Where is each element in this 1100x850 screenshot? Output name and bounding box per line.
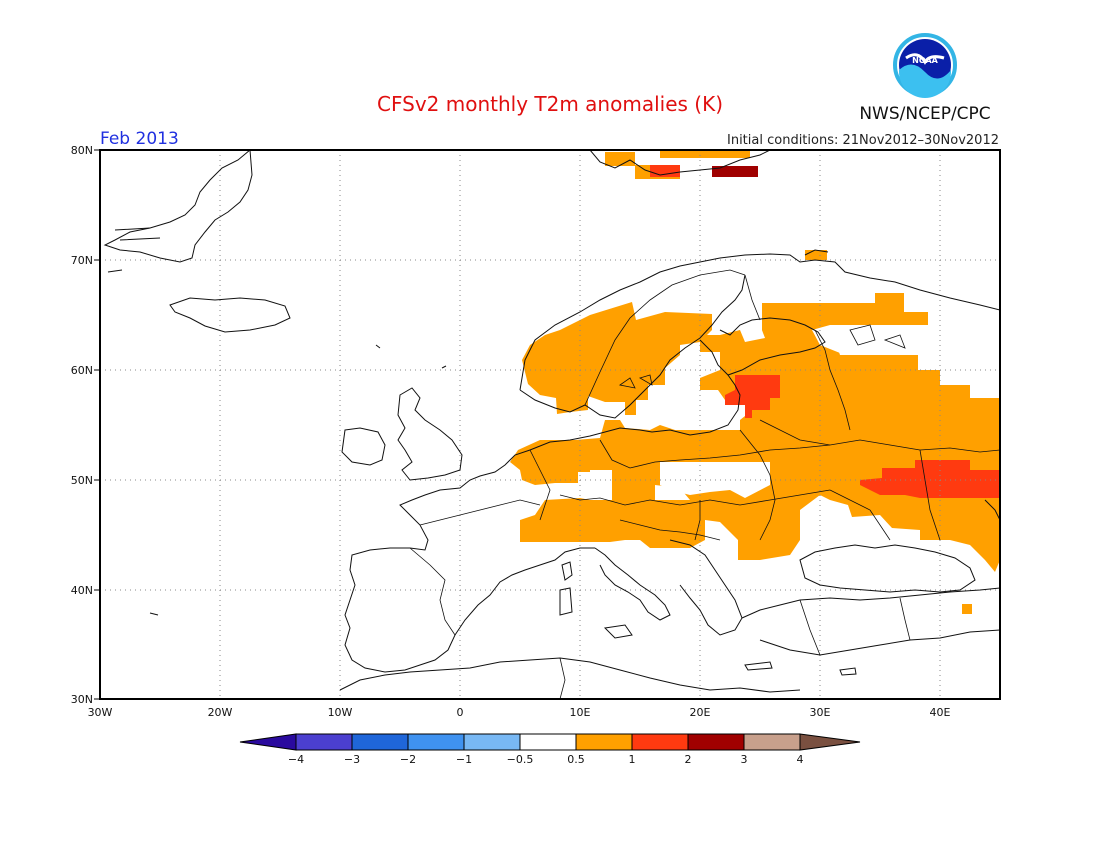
lon-label-30w: 30W — [88, 706, 113, 719]
legend-swatch-neutral — [519, 733, 577, 751]
legend-swatch-minus1-minus05 — [463, 733, 521, 751]
anomaly-warm-2-3 — [712, 166, 758, 177]
noaa-logo-icon: NOAA — [893, 33, 957, 98]
lat-ticks — [94, 149, 100, 700]
lat-label-30n: 30N — [71, 693, 93, 706]
coastlines — [103, 150, 1000, 693]
lon-label-40e: 40E — [930, 706, 951, 719]
legend-label-minus3: −3 — [344, 753, 360, 766]
legend-label-1: 1 — [629, 753, 636, 766]
legend-swatch-below-minus4 — [239, 733, 297, 751]
legend-label-minus05: −0.5 — [507, 753, 534, 766]
map-frame — [99, 149, 1001, 700]
legend-swatch-minus2-minus1 — [407, 733, 465, 751]
lat-label-80n: 80N — [71, 144, 93, 157]
country-borders — [409, 269, 1000, 699]
lat-label-60n: 60N — [71, 364, 93, 377]
legend-swatch-above-4 — [799, 733, 861, 751]
lon-label-10w: 10W — [328, 706, 353, 719]
lat-label-50n: 50N — [71, 474, 93, 487]
legend-label-05: 0.5 — [567, 753, 585, 766]
legend-label-3: 3 — [741, 753, 748, 766]
lat-label-40n: 40N — [71, 584, 93, 597]
lat-label-70n: 70N — [71, 254, 93, 267]
noaa-logo-text: NOAA — [912, 56, 938, 65]
valid-month-label: Feb 2013 — [100, 129, 179, 149]
legend-swatch-1-2 — [631, 733, 689, 751]
legend-label-minus1: −1 — [456, 753, 472, 766]
latitude-labels: 80N 70N 60N 50N 40N 30N — [71, 144, 93, 706]
legend-swatch-minus4-minus3 — [295, 733, 353, 751]
map-area — [100, 150, 1000, 699]
anomaly-warm-1-2 — [650, 165, 1000, 498]
lon-label-20e: 20E — [690, 706, 711, 719]
color-legend — [239, 733, 861, 751]
legend-label-minus2: −2 — [400, 753, 416, 766]
longitude-labels: 30W 20W 10W 0 10E 20E 30E 40E — [88, 706, 951, 719]
initial-conditions-label: Initial conditions: 21Nov2012–30Nov2012 — [727, 133, 999, 148]
lon-label-30e: 30E — [810, 706, 831, 719]
legend-swatch-3-4 — [743, 733, 801, 751]
lakes — [619, 324, 906, 389]
lon-label-10e: 10E — [570, 706, 591, 719]
chart-title: CFSv2 monthly T2m anomalies (K) — [377, 92, 723, 116]
legend-label-2: 2 — [685, 753, 692, 766]
legend-swatch-2-3 — [687, 733, 745, 751]
legend-swatch-05-1 — [575, 733, 633, 751]
agency-label: NWS/NCEP/CPC — [859, 104, 990, 124]
legend-label-4: 4 — [797, 753, 804, 766]
lon-label-20w: 20W — [208, 706, 233, 719]
legend-label-minus4: −4 — [288, 753, 304, 766]
legend-swatch-minus3-minus2 — [351, 733, 409, 751]
map-gridlines — [100, 150, 1000, 699]
legend-labels: −4 −3 −2 −1 −0.5 0.5 1 2 3 4 — [288, 753, 804, 766]
lon-label-0: 0 — [457, 706, 464, 719]
